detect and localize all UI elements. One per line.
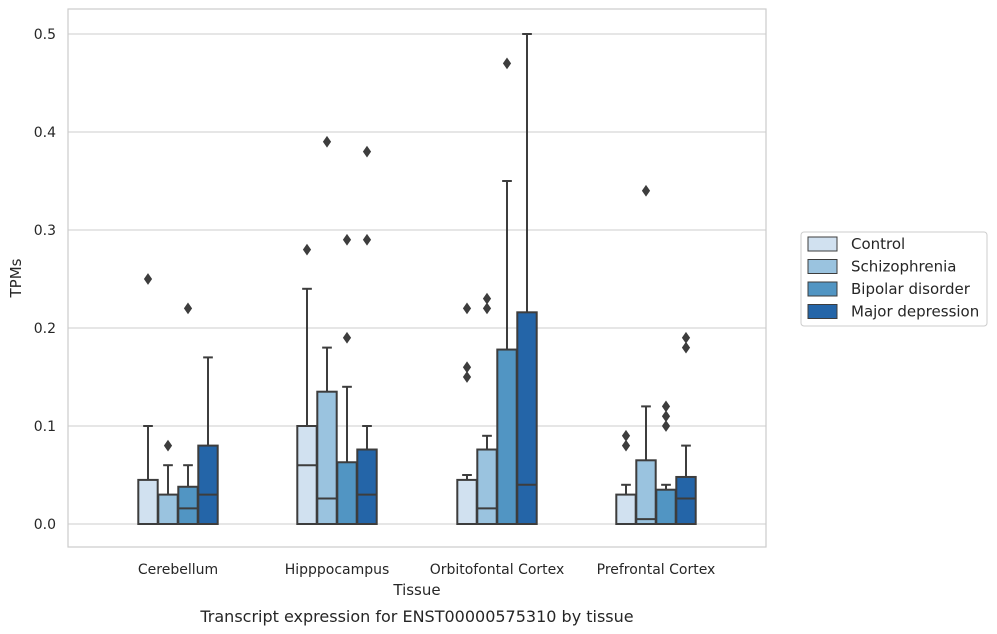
box-group — [456, 302, 478, 525]
box-group — [316, 135, 338, 526]
box-rect — [177, 485, 199, 526]
chart-caption: Transcript expression for ENST0000057531… — [199, 607, 633, 626]
box-rect — [296, 425, 318, 525]
outlier-point — [302, 243, 312, 256]
outlier-point — [362, 145, 372, 158]
outlier-point — [462, 302, 472, 315]
box-rect — [316, 390, 338, 526]
outlier-point — [143, 273, 153, 285]
box-rect — [496, 348, 518, 525]
box-group — [675, 331, 697, 525]
legend-label: Schizophrenia — [851, 258, 956, 276]
outlier-point — [681, 331, 691, 344]
x-axis-label: Tissue — [392, 581, 440, 599]
y-tick-label: 0.5 — [34, 27, 56, 43]
y-tick-label: 0.3 — [34, 223, 56, 239]
outlier-point — [163, 439, 173, 452]
y-tick-labels: 0.0 0.1 0.2 0.3 0.4 0.5 — [34, 27, 56, 533]
box-group — [296, 243, 318, 525]
box-rect — [157, 493, 179, 526]
outlier-point — [661, 420, 671, 432]
box-group — [635, 184, 657, 525]
x-tick-label: Cerebellum — [138, 562, 218, 578]
y-tick-label: 0.2 — [34, 321, 56, 337]
boxes-layer — [137, 33, 697, 526]
box-rect — [336, 461, 358, 526]
box-group — [615, 429, 637, 526]
x-tick-label: Hipppocampus — [285, 562, 390, 578]
outlier-point — [482, 292, 492, 305]
outlier-point — [322, 135, 332, 148]
outlier-point — [621, 439, 631, 452]
box-group — [356, 145, 378, 525]
box-rect — [615, 493, 637, 526]
box-rect — [516, 311, 538, 525]
y-tick-label: 0.4 — [34, 125, 56, 141]
box-rect — [655, 488, 677, 526]
box-rect — [197, 444, 219, 526]
outlier-point — [502, 57, 512, 70]
box-group — [336, 233, 358, 526]
outlier-point — [462, 361, 472, 374]
legend-label: Bipolar disorder — [851, 280, 971, 298]
y-tick-label: 0.0 — [34, 517, 56, 533]
box-rect — [137, 478, 159, 525]
plot-frame — [67, 8, 767, 548]
box-group — [197, 356, 219, 526]
outlier-point — [342, 331, 352, 344]
y-tick-label: 0.1 — [34, 419, 56, 435]
box-rect — [675, 475, 697, 525]
box-group — [516, 33, 538, 525]
outlier-point — [342, 233, 352, 246]
box-rect — [456, 478, 478, 525]
legend-swatch — [807, 259, 838, 274]
box-rect — [356, 448, 378, 525]
box-rect — [476, 448, 498, 525]
x-tick-label: Orbitofontal Cortex — [430, 562, 565, 578]
x-tick-labels: Cerebellum Hipppocampus Orbitofontal Corte… — [138, 562, 715, 578]
box-group — [157, 439, 179, 526]
outlier-point — [183, 302, 193, 315]
outlier-point — [661, 400, 671, 413]
plot-area — [68, 9, 766, 547]
outlier-point — [362, 233, 372, 246]
box-rect — [635, 459, 657, 525]
legend-label: Control — [851, 235, 905, 253]
legend-swatch — [807, 281, 838, 297]
outlier-point — [482, 302, 492, 315]
box-group — [496, 57, 518, 525]
box-group — [655, 400, 677, 526]
outlier-point — [681, 341, 691, 354]
legend-swatch — [807, 236, 838, 252]
legend: Control Schizophrenia Bipolar disorder Majo… — [800, 231, 988, 327]
legend-label: Major depression — [851, 303, 979, 321]
y-axis-label: TPMs — [7, 258, 25, 298]
box-group — [177, 302, 199, 526]
outlier-point — [462, 371, 472, 383]
x-tick-label: Prefrontal Cortex — [597, 562, 716, 578]
outlier-point — [661, 410, 671, 423]
legend-frame — [800, 231, 988, 327]
outlier-point — [621, 429, 631, 442]
legend-swatch — [807, 304, 838, 319]
outlier-point — [641, 184, 651, 197]
